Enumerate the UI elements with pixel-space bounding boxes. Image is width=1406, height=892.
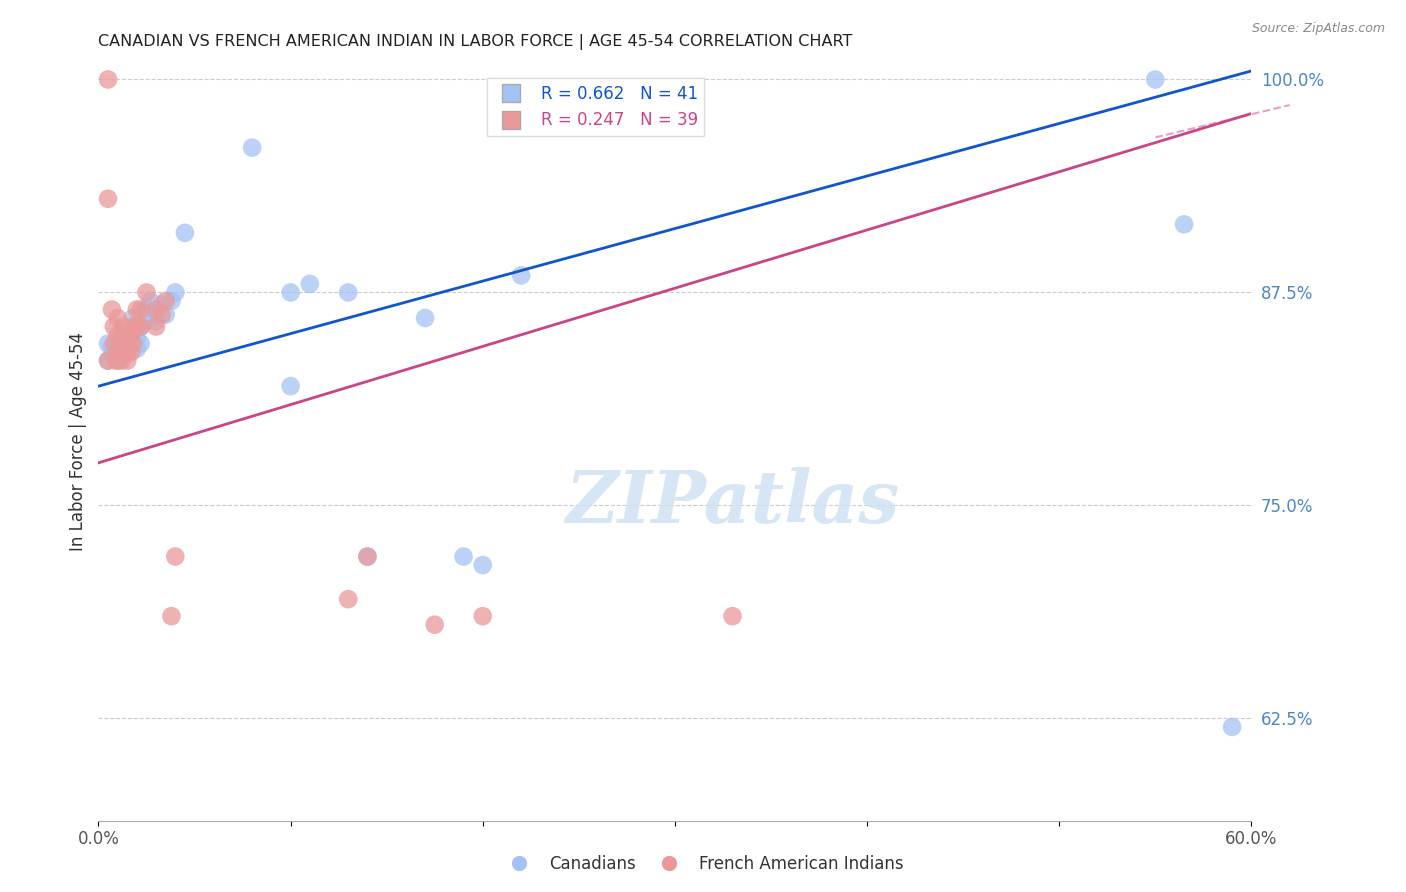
Point <box>125 302 148 317</box>
Point <box>150 297 173 311</box>
Point <box>107 345 129 359</box>
Point <box>97 353 120 368</box>
Point <box>240 141 263 155</box>
Point <box>129 319 152 334</box>
Point <box>129 302 152 317</box>
Point <box>112 328 135 343</box>
Point <box>103 336 125 351</box>
Point <box>117 345 139 359</box>
Text: ZIPatlas: ZIPatlas <box>565 467 900 538</box>
Point <box>125 331 148 345</box>
Point <box>165 285 187 300</box>
Point <box>110 353 132 368</box>
Point <box>453 549 475 564</box>
Point <box>112 342 135 356</box>
Text: Source: ZipAtlas.com: Source: ZipAtlas.com <box>1251 22 1385 36</box>
Point <box>135 302 157 317</box>
Point <box>280 285 302 300</box>
Point <box>104 353 127 368</box>
Point <box>117 336 139 351</box>
Point <box>280 379 302 393</box>
Text: CANADIAN VS FRENCH AMERICAN INDIAN IN LABOR FORCE | AGE 45-54 CORRELATION CHART: CANADIAN VS FRENCH AMERICAN INDIAN IN LA… <box>98 34 853 50</box>
Point <box>122 319 145 334</box>
Point <box>112 349 135 363</box>
Point <box>107 336 129 351</box>
Point <box>117 353 139 368</box>
Point <box>122 325 145 339</box>
Point <box>125 319 148 334</box>
Point <box>117 345 139 359</box>
Point <box>145 302 167 317</box>
Point <box>337 285 360 300</box>
Point <box>510 268 533 283</box>
Point <box>101 340 124 354</box>
Legend: R = 0.662   N = 41, R = 0.247   N = 39: R = 0.662 N = 41, R = 0.247 N = 39 <box>488 78 704 136</box>
Point <box>110 342 132 356</box>
Point <box>145 308 167 322</box>
Point <box>1220 720 1243 734</box>
Point <box>139 293 162 308</box>
Point <box>145 319 167 334</box>
Point <box>93 830 115 845</box>
Point <box>107 345 129 359</box>
Point <box>471 609 494 624</box>
Point <box>721 609 744 624</box>
Point <box>103 319 125 334</box>
Point <box>150 308 173 322</box>
Point <box>174 226 197 240</box>
Point <box>91 847 114 862</box>
Point <box>120 345 142 359</box>
Point <box>337 592 360 607</box>
Point <box>135 314 157 328</box>
Point <box>155 293 177 308</box>
Point <box>165 549 187 564</box>
Point <box>298 277 321 291</box>
Point <box>423 617 446 632</box>
Point <box>122 311 145 326</box>
Point <box>112 319 135 334</box>
Point <box>107 328 129 343</box>
Point <box>101 349 124 363</box>
Point <box>101 302 124 317</box>
Point <box>97 336 120 351</box>
Point <box>356 549 378 564</box>
Point <box>107 311 129 326</box>
Point <box>97 192 120 206</box>
Point <box>129 336 152 351</box>
Point <box>471 558 494 572</box>
Point <box>356 549 378 564</box>
Point <box>129 319 152 334</box>
Point <box>155 308 177 322</box>
Point <box>117 340 139 354</box>
Legend: Canadians, French American Indians: Canadians, French American Indians <box>496 848 910 880</box>
Point <box>97 72 120 87</box>
Point <box>122 336 145 351</box>
Point <box>1173 217 1195 231</box>
Point <box>413 311 436 326</box>
Point <box>1144 72 1167 87</box>
Point <box>145 314 167 328</box>
Y-axis label: In Labor Force | Age 45-54: In Labor Force | Age 45-54 <box>69 332 87 551</box>
Point <box>160 293 183 308</box>
Point <box>135 285 157 300</box>
Point <box>120 328 142 343</box>
Point <box>160 609 183 624</box>
Point <box>125 342 148 356</box>
Point <box>97 353 120 368</box>
Point <box>107 353 129 368</box>
